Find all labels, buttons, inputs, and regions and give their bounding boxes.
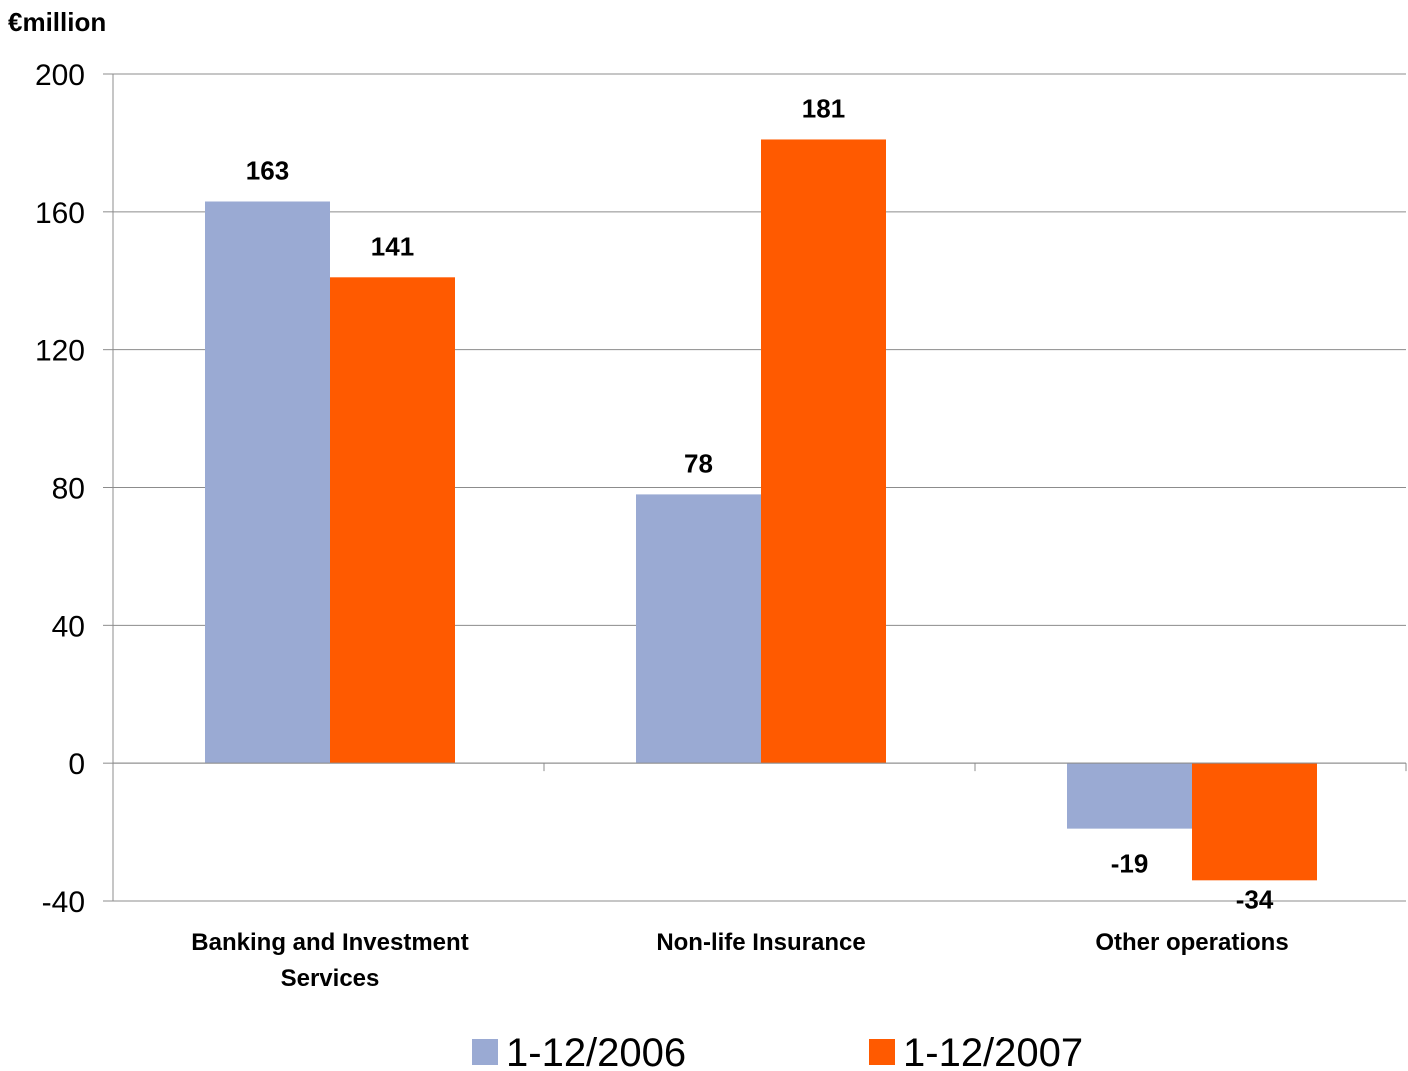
data-label: 78 [684,448,713,478]
bar [330,277,455,764]
bar [1192,763,1317,881]
category-label: Other operations [1095,929,1288,956]
category-label: Non-life Insurance [656,929,865,956]
legend-swatch [869,1039,895,1065]
bar [636,494,761,764]
y-tick-label: 80 [52,473,85,506]
category-label: Services [281,965,380,992]
y-tick-label: 120 [35,335,85,368]
data-label: 141 [371,231,414,261]
legend-swatch [472,1039,498,1065]
legend-label: 1-12/2007 [903,1031,1083,1071]
labels: -40 0 40 80 120 160 200 163 141 Banking and Inves… [35,59,1289,992]
data-label: 163 [246,155,289,185]
bars [205,139,1317,881]
legend-label: 1-12/2006 [506,1031,686,1071]
bar [761,139,886,764]
legend: 1-12/2006 1-12/2007 [472,1031,1083,1071]
y-tick-label: 40 [52,610,85,643]
data-label: 181 [802,93,845,123]
y-tick-label: 200 [35,59,85,92]
category-label: Banking and Investment [191,929,468,956]
data-label: -34 [1236,884,1274,914]
y-tick-label: 0 [68,748,85,781]
bar [1067,763,1192,829]
y-axis-unit-label: €million [8,7,106,37]
y-tick-label: -40 [42,886,85,919]
y-tick-label: 160 [35,197,85,230]
bar [205,201,330,764]
axes [103,73,1407,902]
data-label: -19 [1111,849,1149,879]
